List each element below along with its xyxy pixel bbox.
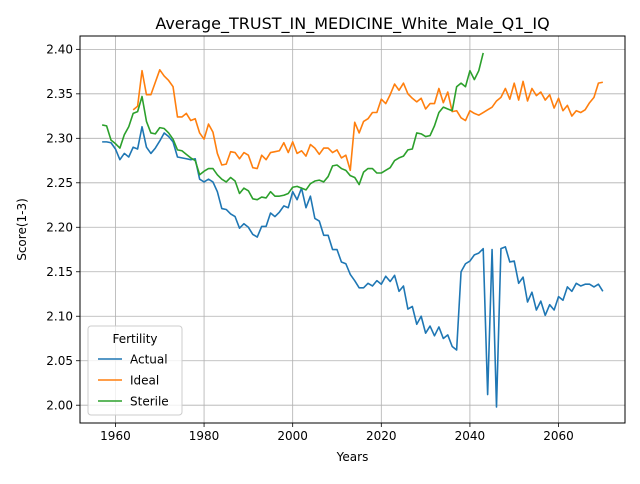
y-tick-label: 2.40 — [46, 43, 73, 57]
y-tick-label: 2.25 — [46, 176, 73, 190]
legend-label-actual: Actual — [130, 353, 168, 367]
y-tick-label: 2.10 — [46, 310, 73, 324]
series-lines — [101, 52, 604, 408]
chart-title: Average_TRUST_IN_MEDICINE_White_Male_Q1_… — [155, 14, 549, 34]
x-axis-label: Years — [336, 450, 369, 464]
y-axis-label: Score(1-3) — [15, 198, 29, 261]
series-line-actual — [102, 125, 604, 408]
legend-entries: Actual Ideal Sterile — [98, 353, 169, 409]
legend-title: Fertility — [112, 332, 157, 346]
series-line-ideal — [132, 69, 604, 172]
y-tick-label: 2.20 — [46, 221, 73, 235]
legend-box — [87, 325, 183, 416]
x-tick-label: 2040 — [455, 429, 486, 443]
legend-label-ideal: Ideal — [130, 374, 159, 388]
legend-label-sterile: Sterile — [130, 395, 169, 409]
x-tick-label: 1960 — [100, 429, 131, 443]
axis-ticks: 1960 1980 2000 2020 2040 2060 2.00 2.05 2.10 2.15… — [46, 43, 574, 443]
x-tick-label: 1980 — [189, 429, 220, 443]
x-tick-label: 2000 — [277, 429, 308, 443]
y-tick-label: 2.30 — [46, 132, 73, 146]
y-tick-label: 2.00 — [46, 399, 73, 413]
y-tick-label: 2.35 — [46, 87, 73, 101]
y-tick-label: 2.05 — [46, 354, 73, 368]
legend: Fertility Actual Ideal Sterile — [87, 325, 183, 416]
plot-frame — [79, 35, 626, 424]
x-tick-label: 2060 — [543, 429, 574, 443]
x-tick-label: 2020 — [366, 429, 397, 443]
y-tick-label: 2.15 — [46, 265, 73, 279]
series-line-sterile — [101, 52, 484, 201]
